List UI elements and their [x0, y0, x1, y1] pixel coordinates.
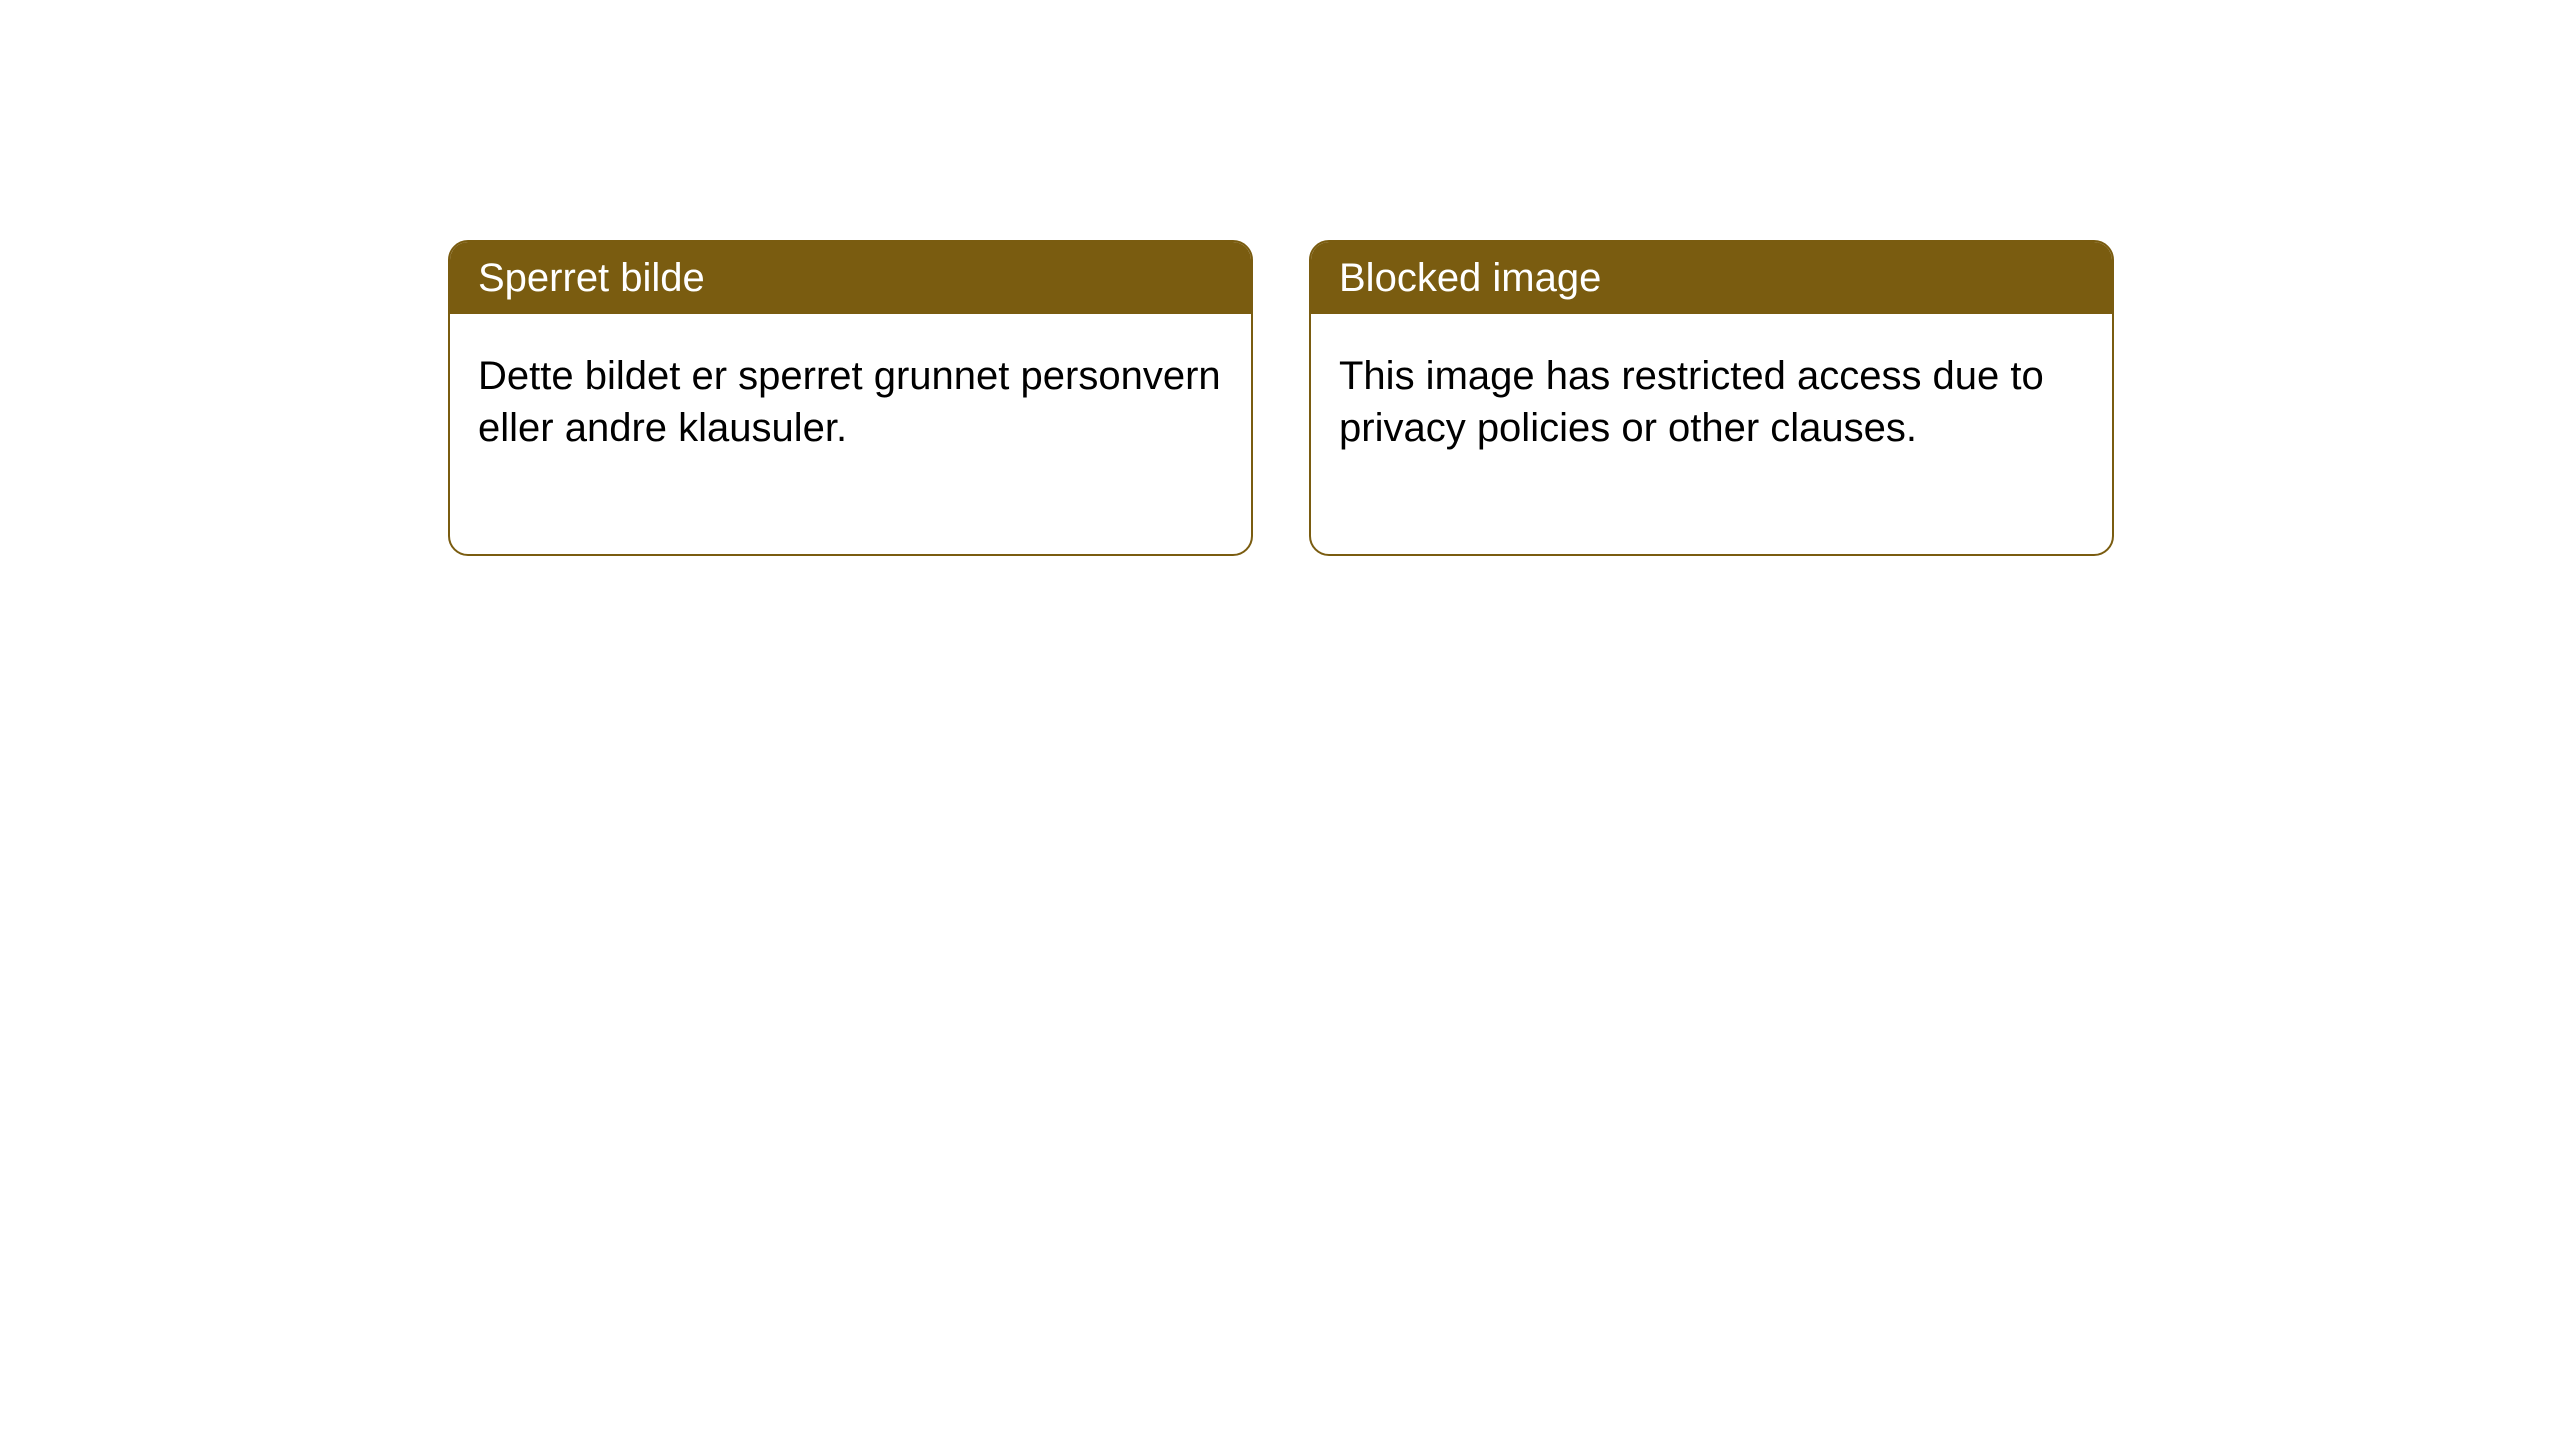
card-body: This image has restricted access due to … — [1311, 314, 2112, 554]
card-message: Dette bildet er sperret grunnet personve… — [478, 354, 1221, 450]
cards-container: Sperret bilde Dette bildet er sperret gr… — [0, 0, 2560, 556]
card-title: Sperret bilde — [478, 256, 705, 300]
card-message: This image has restricted access due to … — [1339, 354, 2044, 450]
card-header: Blocked image — [1311, 242, 2112, 314]
blocked-image-card-norwegian: Sperret bilde Dette bildet er sperret gr… — [448, 240, 1253, 556]
card-header: Sperret bilde — [450, 242, 1251, 314]
blocked-image-card-english: Blocked image This image has restricted … — [1309, 240, 2114, 556]
card-title: Blocked image — [1339, 256, 1601, 300]
card-body: Dette bildet er sperret grunnet personve… — [450, 314, 1251, 554]
